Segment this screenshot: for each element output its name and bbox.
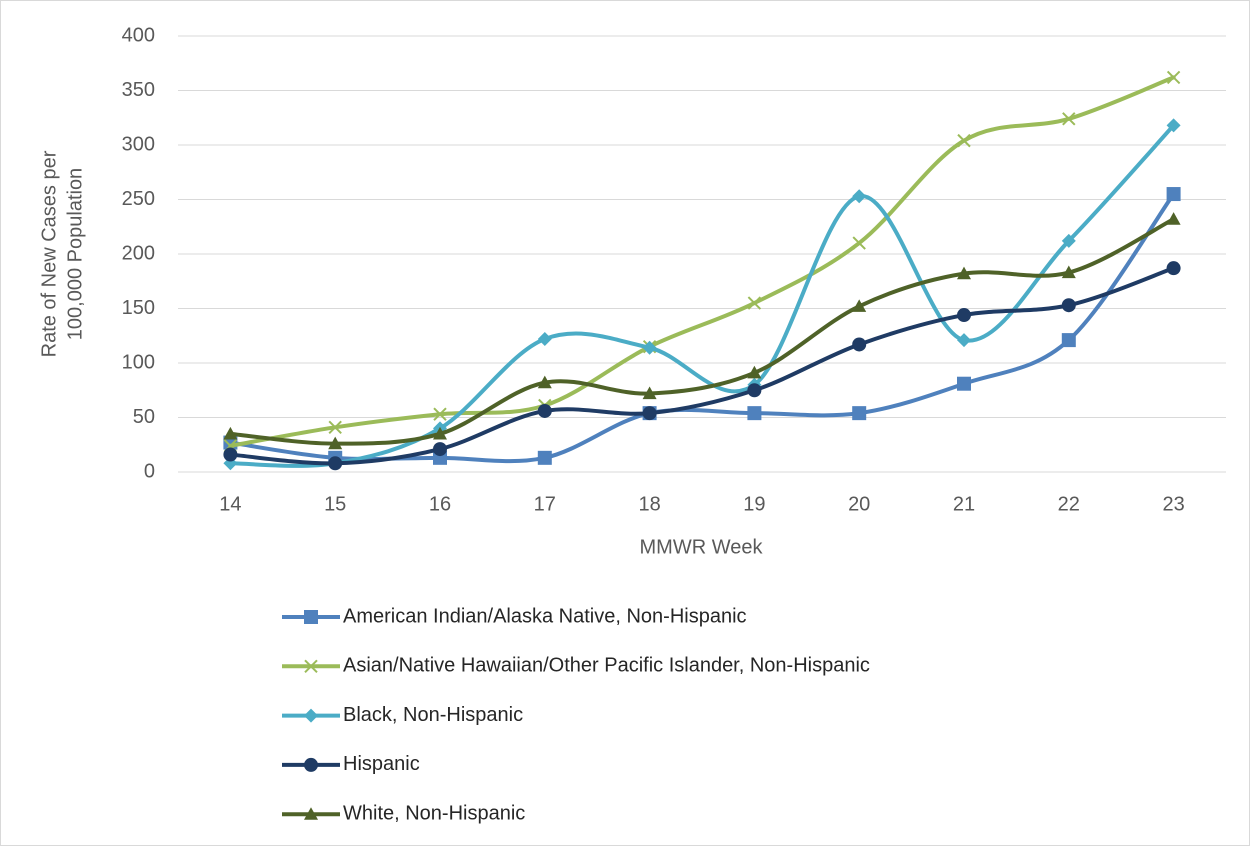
y-tick-label: 50: [133, 406, 155, 428]
marker: [1061, 233, 1076, 248]
x-tick-label: 23: [1162, 493, 1184, 515]
x-tick-label: 21: [953, 493, 975, 515]
y-tick-label: 300: [122, 133, 155, 155]
marker: [304, 659, 318, 674]
x-tick-label: 15: [324, 493, 346, 515]
marker: [852, 299, 867, 312]
marker: [1061, 298, 1076, 313]
series-line: [228, 217, 1176, 446]
marker: [304, 610, 318, 624]
x-tick-label: 16: [429, 493, 451, 515]
y-axis-title: 100,000 Population: [64, 168, 86, 340]
legend-label: White, Non-Hispanic: [343, 802, 525, 824]
marker: [957, 376, 971, 391]
marker: [747, 406, 762, 421]
marker: [537, 450, 552, 465]
marker: [957, 333, 971, 348]
marker: [328, 456, 343, 471]
y-tick-label: 350: [122, 79, 155, 101]
legend-label: Asian/Native Hawaiian/Other Pacific Isla…: [343, 655, 870, 677]
series-line: [228, 75, 1176, 448]
y-tick-label: 150: [122, 297, 155, 319]
marker: [957, 133, 971, 148]
x-tick-label: 19: [743, 493, 765, 515]
marker: [537, 375, 552, 389]
x-tick-label: 22: [1058, 493, 1080, 515]
y-axis-title: Rate of New Cases per: [38, 150, 60, 357]
legend-label: American Indian/Alaska Native, Non-Hispa…: [343, 605, 747, 627]
x-tick-label: 20: [848, 493, 870, 515]
marker: [1166, 118, 1181, 133]
marker: [747, 383, 762, 398]
marker: [852, 337, 867, 352]
marker: [852, 236, 866, 250]
marker: [1166, 212, 1181, 225]
marker: [537, 403, 552, 418]
x-tick-label: 14: [219, 493, 241, 515]
marker: [747, 296, 762, 310]
marker: [957, 266, 971, 280]
y-tick-label: 100: [122, 351, 155, 373]
y-tick-label: 250: [122, 188, 155, 210]
marker: [1061, 333, 1076, 348]
marker: [747, 365, 762, 379]
marker: [1166, 70, 1181, 85]
marker: [433, 442, 447, 457]
marker: [642, 340, 657, 355]
series-line: [228, 266, 1176, 466]
marker: [328, 436, 343, 450]
y-tick-label: 400: [122, 24, 155, 46]
marker: [852, 189, 867, 204]
marker: [537, 332, 552, 347]
marker: [223, 447, 238, 462]
marker: [1166, 261, 1181, 276]
marker: [642, 406, 657, 421]
marker: [304, 807, 318, 820]
y-tick-label: 0: [144, 460, 155, 482]
marker: [1061, 265, 1076, 279]
marker: [223, 426, 238, 440]
marker: [1166, 187, 1181, 202]
marker: [433, 426, 447, 440]
legend-label: Hispanic: [343, 753, 420, 775]
marker: [852, 406, 867, 421]
marker: [433, 407, 447, 421]
legend-label: Black, Non-Hispanic: [343, 704, 523, 726]
legend: American Indian/Alaska Native, Non-Hispa…: [282, 605, 870, 824]
y-tick-label: 200: [122, 242, 155, 264]
x-tick-label: 17: [534, 493, 556, 515]
marker: [957, 308, 971, 323]
marker: [304, 757, 318, 772]
x-axis-title: MMWR Week: [640, 536, 764, 558]
marker: [328, 420, 342, 435]
x-tick-label: 18: [638, 493, 660, 515]
marker: [642, 386, 657, 400]
marker: [1062, 112, 1076, 126]
marker: [304, 708, 318, 723]
